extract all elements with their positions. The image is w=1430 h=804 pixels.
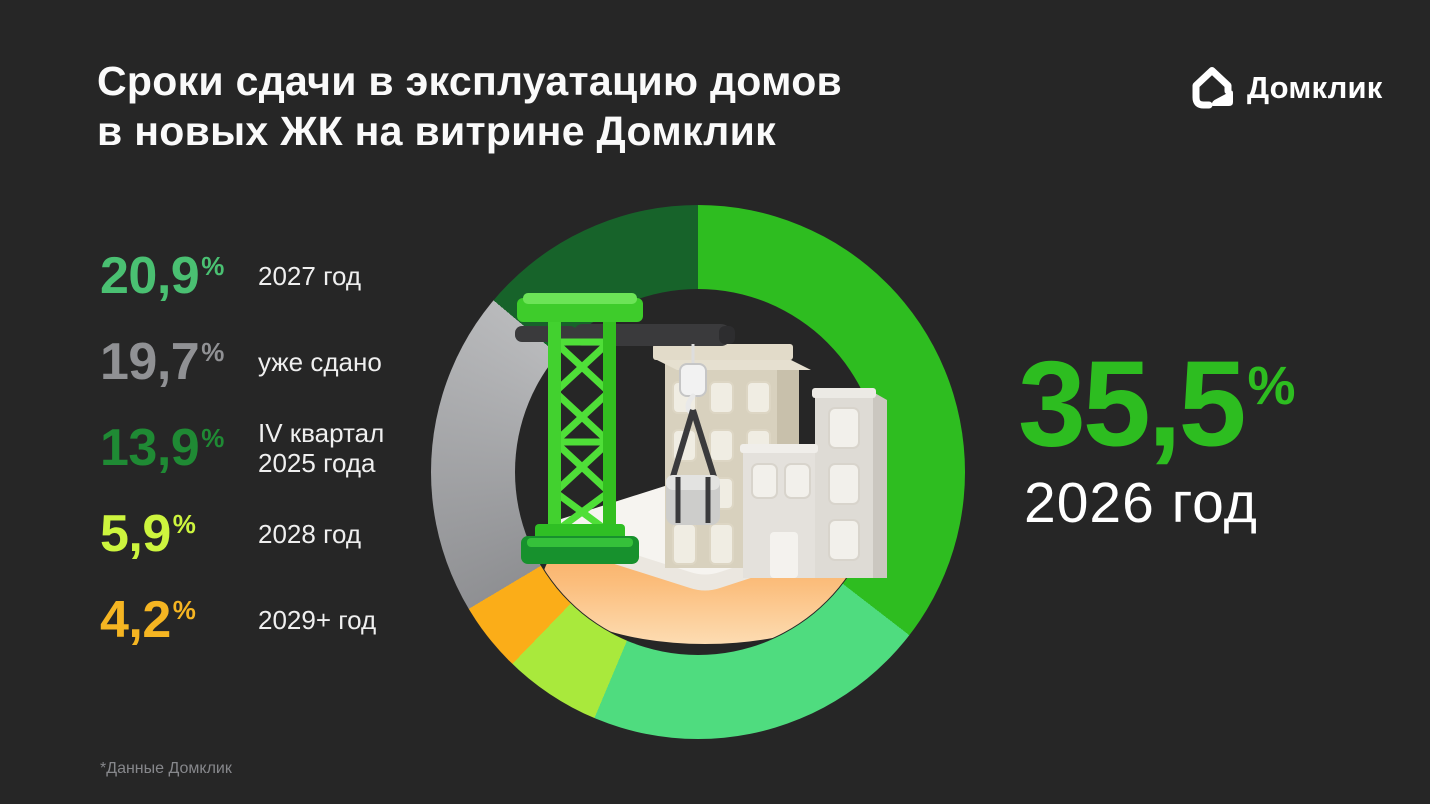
legend-value: 19,7%	[100, 332, 258, 392]
domclick-house-icon	[1192, 67, 1233, 109]
percent-sign: %	[1247, 356, 1296, 416]
legend-number: 20,9	[100, 247, 200, 305]
legend-label: IV квартал 2025 года	[258, 418, 385, 478]
legend-number: 5,9	[100, 505, 171, 563]
legend-value: 20,9%	[100, 246, 258, 306]
highlight-number: 35,5	[1018, 335, 1246, 472]
legend-label: 2027 год	[258, 261, 362, 291]
legend-item-2027: 20,9% 2027 год	[100, 244, 408, 308]
legend-item-2029: 4,2% 2029+ год	[100, 588, 408, 652]
legend-label: 2029+ год	[258, 605, 377, 635]
footnote: *Данные Домклик	[100, 760, 232, 777]
percent-sign: %	[201, 336, 224, 367]
page-title-line-2: в новых ЖК на витрине Домклик	[97, 108, 776, 154]
page-title: Сроки сдачи в эксплуатацию домов в новых…	[97, 56, 842, 156]
legend-label: 2028 год	[258, 519, 362, 549]
legend-number: 19,7	[100, 333, 200, 391]
legend-value: 5,9%	[100, 504, 258, 564]
legend-number: 13,9	[100, 419, 200, 477]
page-title-line-1: Сроки сдачи в эксплуатацию домов	[97, 58, 843, 104]
legend-number: 4,2	[100, 591, 171, 649]
percent-sign: %	[172, 508, 196, 539]
highlight-label: 2026 год	[1024, 470, 1258, 535]
percent-sign: %	[201, 422, 224, 453]
construction-scene-illustration	[515, 293, 887, 644]
percent-sign: %	[172, 594, 196, 625]
crane	[515, 293, 735, 564]
percent-sign: %	[201, 250, 224, 281]
legend-item-q4-2025: 13,9% IV квартал 2025 года	[100, 416, 408, 480]
domclick-logo-text: Домклик	[1247, 70, 1383, 105]
legend-label: уже сдано	[258, 347, 382, 377]
highlight-2026: 35,5% 2026 год	[1018, 326, 1295, 536]
domclick-logo: Домклик	[1188, 64, 1382, 112]
highlight-value: 35,5%	[1018, 326, 1296, 465]
building-front	[740, 388, 887, 578]
legend-value: 13,9%	[100, 418, 258, 478]
legend-item-delivered: 19,7% уже сдано	[100, 330, 408, 394]
legend-item-2028: 5,9% 2028 год	[100, 502, 408, 566]
legend-value: 4,2%	[100, 590, 258, 650]
